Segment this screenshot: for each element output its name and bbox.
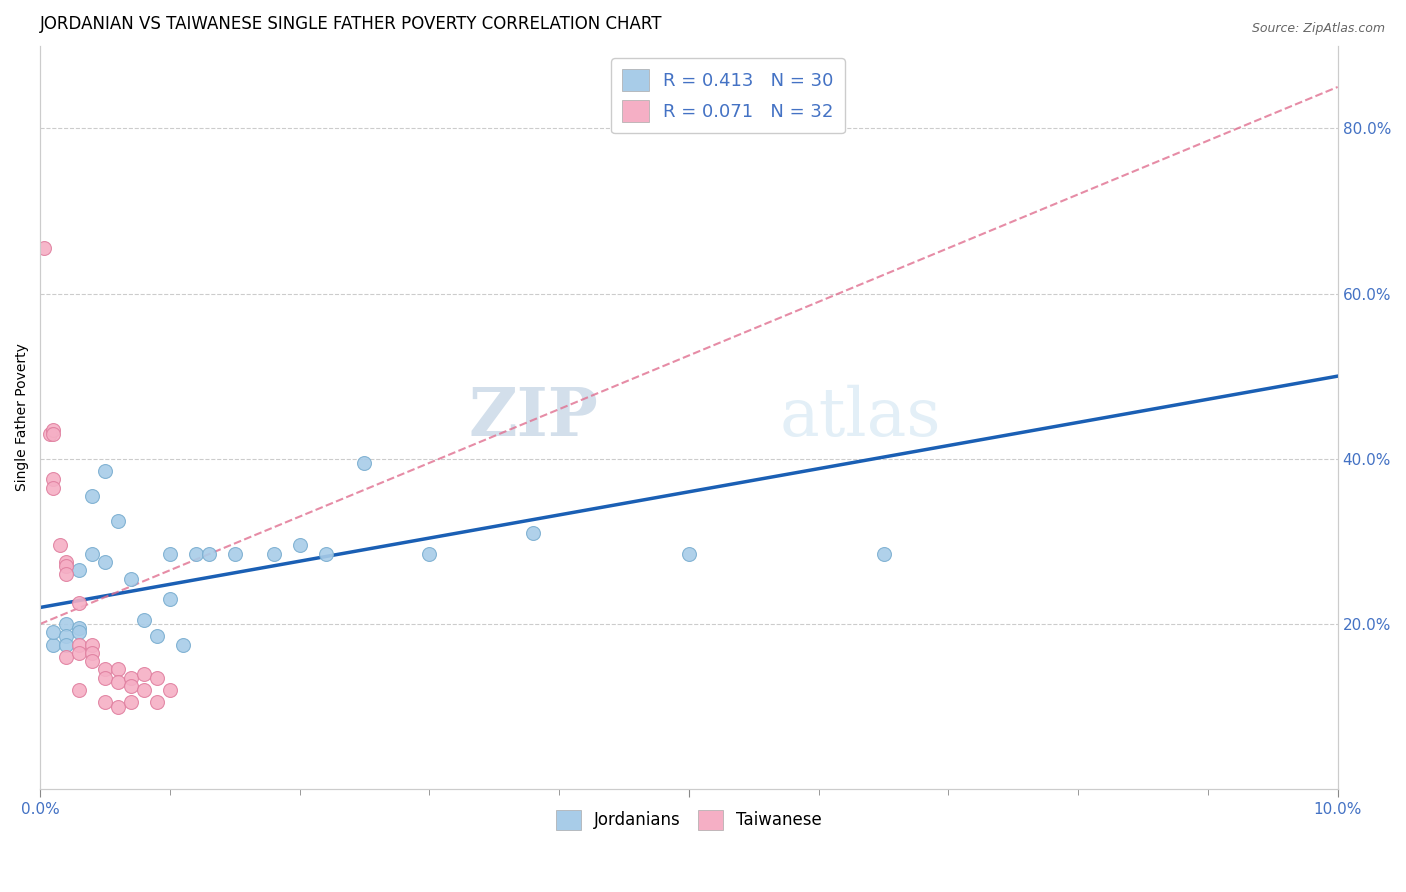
- Point: [159, 683, 181, 698]
- Point: [94, 671, 117, 685]
- Point: [159, 547, 181, 561]
- Point: [55, 638, 77, 652]
- Point: [107, 514, 129, 528]
- Point: [80, 489, 103, 503]
- Point: [55, 650, 77, 665]
- Point: [94, 662, 117, 676]
- Point: [146, 696, 169, 710]
- Point: [67, 563, 90, 577]
- Point: [55, 629, 77, 643]
- Point: [263, 547, 285, 561]
- Point: [107, 699, 129, 714]
- Point: [146, 671, 169, 685]
- Point: [120, 679, 142, 693]
- Point: [132, 666, 155, 681]
- Text: Source: ZipAtlas.com: Source: ZipAtlas.com: [1251, 22, 1385, 36]
- Point: [522, 526, 544, 541]
- Point: [80, 646, 103, 660]
- Text: ZIP: ZIP: [468, 385, 598, 450]
- Point: [67, 646, 90, 660]
- Point: [32, 241, 55, 255]
- Point: [172, 638, 194, 652]
- Point: [94, 555, 117, 569]
- Point: [42, 423, 65, 437]
- Point: [42, 638, 65, 652]
- Point: [67, 638, 90, 652]
- Point: [678, 547, 700, 561]
- Point: [80, 638, 103, 652]
- Text: atlas: atlas: [780, 384, 941, 450]
- Point: [288, 539, 311, 553]
- Point: [146, 629, 169, 643]
- Point: [120, 696, 142, 710]
- Point: [120, 572, 142, 586]
- Y-axis label: Single Father Poverty: Single Father Poverty: [15, 343, 30, 491]
- Point: [94, 696, 117, 710]
- Point: [94, 464, 117, 478]
- Point: [67, 625, 90, 640]
- Point: [315, 547, 337, 561]
- Point: [184, 547, 207, 561]
- Point: [80, 547, 103, 561]
- Point: [107, 662, 129, 676]
- Point: [132, 683, 155, 698]
- Point: [197, 547, 219, 561]
- Point: [120, 671, 142, 685]
- Point: [159, 592, 181, 607]
- Point: [67, 621, 90, 635]
- Point: [872, 547, 894, 561]
- Point: [55, 555, 77, 569]
- Point: [42, 427, 65, 442]
- Point: [39, 427, 62, 442]
- Point: [107, 674, 129, 689]
- Point: [42, 625, 65, 640]
- Point: [42, 472, 65, 486]
- Point: [48, 539, 70, 553]
- Point: [67, 596, 90, 610]
- Text: JORDANIAN VS TAIWANESE SINGLE FATHER POVERTY CORRELATION CHART: JORDANIAN VS TAIWANESE SINGLE FATHER POV…: [41, 15, 662, 33]
- Point: [55, 567, 77, 582]
- Point: [132, 613, 155, 627]
- Point: [353, 456, 375, 470]
- Point: [418, 547, 440, 561]
- Point: [55, 617, 77, 632]
- Point: [42, 481, 65, 495]
- Point: [67, 683, 90, 698]
- Point: [55, 559, 77, 574]
- Point: [80, 654, 103, 668]
- Legend: Jordanians, Taiwanese: Jordanians, Taiwanese: [550, 803, 828, 837]
- Point: [224, 547, 246, 561]
